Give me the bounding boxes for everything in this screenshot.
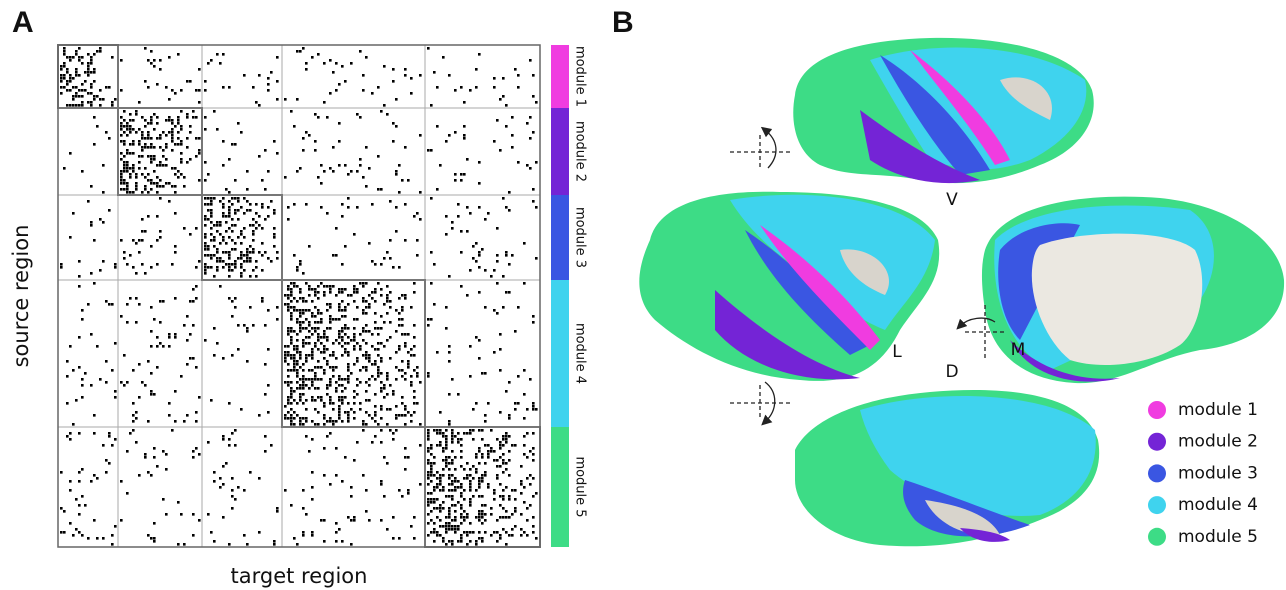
x-axis-label: target region	[231, 564, 368, 588]
brain-medial	[981, 196, 1285, 384]
view-label: V	[946, 190, 958, 210]
module-block	[281, 279, 426, 428]
module-block	[201, 194, 283, 281]
legend-swatch	[1148, 401, 1166, 419]
legend-swatch	[1148, 432, 1166, 451]
legend-label: module 5	[1178, 527, 1258, 547]
view-label: D	[945, 362, 958, 382]
legend: module 1 module 2 module 3 module 4 module 5	[1148, 400, 1258, 547]
colorbar: module 1 module 2 module 3 module 4 module 5	[551, 45, 588, 547]
colorbar-label: module 5	[573, 456, 588, 517]
colorbar-label: module 3	[573, 207, 588, 268]
legend-swatch	[1148, 496, 1166, 515]
connection-dots	[60, 47, 538, 546]
brain-ventral	[793, 37, 1094, 184]
panel-label: B	[612, 6, 634, 39]
legend-swatch	[1148, 527, 1166, 546]
legend-label: module 2	[1178, 432, 1258, 452]
rotation-arrows	[730, 126, 1005, 426]
panel-label: A	[12, 6, 34, 39]
matrix-frame	[57, 44, 541, 548]
colorbar-segment	[551, 195, 569, 280]
colorbar-label: module 2	[573, 121, 588, 182]
module-block	[117, 107, 203, 196]
colorbar-label: module 1	[573, 46, 588, 107]
colorbar-segment	[551, 108, 569, 195]
colorbar-label: module 4	[573, 323, 588, 384]
colorbar-segment	[551, 427, 569, 547]
legend-label: module 3	[1178, 463, 1258, 483]
legend-label: module 1	[1178, 400, 1258, 420]
view-label: L	[892, 342, 902, 362]
colorbar-segment	[551, 45, 569, 108]
legend-swatch	[1148, 464, 1166, 483]
view-label: M	[1011, 340, 1026, 360]
brain-dorsal	[795, 389, 1100, 547]
matrix	[57, 44, 541, 548]
y-axis-label: source region	[9, 225, 33, 368]
legend-label: module 4	[1178, 495, 1258, 515]
colorbar-segment	[551, 280, 569, 427]
brain-lateral	[639, 191, 940, 381]
